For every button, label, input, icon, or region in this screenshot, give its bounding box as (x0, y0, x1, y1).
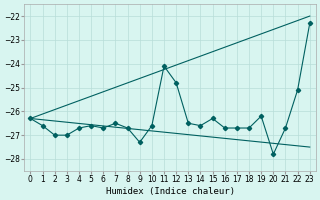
X-axis label: Humidex (Indice chaleur): Humidex (Indice chaleur) (106, 187, 235, 196)
